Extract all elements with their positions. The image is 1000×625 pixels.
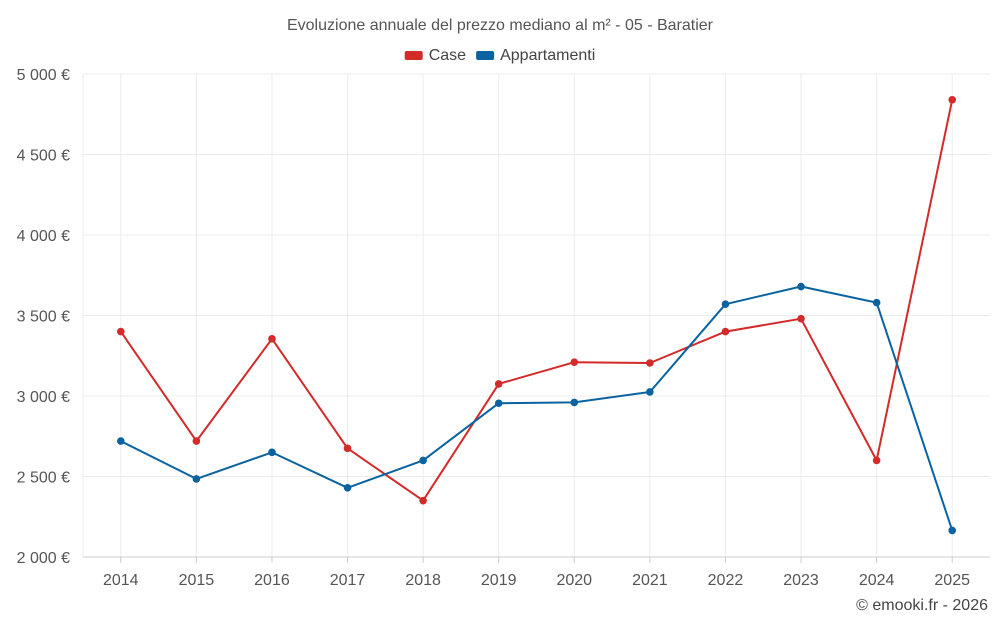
chart-title: Evoluzione annuale del prezzo mediano al…: [287, 17, 714, 34]
data-point-case[interactable]: [721, 327, 730, 336]
data-point-case[interactable]: [797, 314, 805, 323]
x-tick-label: 2022: [708, 572, 744, 589]
data-point-case[interactable]: [343, 444, 352, 453]
x-tick-label: 2016: [254, 572, 290, 589]
data-point-appartamenti[interactable]: [721, 300, 730, 309]
data-point-appartamenti[interactable]: [343, 483, 352, 492]
data-point-case[interactable]: [646, 359, 654, 367]
data-point-appartamenti[interactable]: [268, 448, 276, 457]
legend-swatch: [476, 51, 495, 60]
data-point-appartamenti[interactable]: [872, 298, 881, 307]
x-tick-label: 2021: [632, 572, 668, 589]
legend-label: Case: [429, 47, 466, 64]
data-point-case[interactable]: [268, 335, 276, 343]
legend-label: Appartamenti: [500, 47, 595, 64]
data-point-case[interactable]: [570, 358, 579, 366]
series-layer: [116, 95, 957, 535]
data-point-appartamenti[interactable]: [116, 437, 125, 445]
credit-text: © emooki.fr - 2026: [856, 597, 988, 614]
data-point-appartamenti[interactable]: [948, 526, 957, 535]
x-tick-label: 2017: [330, 572, 366, 589]
axes: 2 000 € 2 500 € 3 000 € 3 500 € 4 000 € 4 500…: [17, 67, 990, 589]
x-tick-label: 2023: [783, 572, 819, 589]
grid: [83, 73, 990, 557]
y-tick-label: 5 000 €: [17, 67, 70, 84]
series-line-appartamenti: [120, 285, 954, 531]
data-point-case[interactable]: [116, 327, 125, 336]
data-point-case[interactable]: [494, 380, 503, 388]
x-tick-label: 2019: [481, 572, 517, 589]
y-tick-label: 4 000 €: [17, 228, 70, 245]
y-tick-label: 2 500 €: [17, 470, 70, 487]
series-line-case: [119, 99, 954, 502]
data-point-case[interactable]: [872, 456, 881, 465]
legend-item-case[interactable]: Case: [404, 47, 466, 64]
x-tick-label: 2018: [405, 572, 441, 589]
data-point-appartamenti[interactable]: [570, 398, 579, 407]
x-tick-label: 2014: [103, 572, 139, 589]
data-point-appartamenti[interactable]: [646, 388, 654, 396]
y-tick-label: 3 500 €: [17, 309, 70, 326]
y-tick-label: 3 000 €: [17, 389, 70, 406]
data-point-case[interactable]: [948, 95, 957, 104]
legend-item-appartamenti[interactable]: Appartamenti: [476, 47, 595, 64]
data-point-appartamenti[interactable]: [797, 282, 805, 291]
x-tick-label: 2015: [179, 572, 215, 589]
data-point-appartamenti[interactable]: [494, 399, 503, 408]
data-point-case[interactable]: [419, 496, 427, 505]
y-tick-label: 2 000 €: [17, 550, 70, 567]
x-tick-label: 2024: [859, 572, 895, 589]
x-tick-label: 2020: [556, 572, 592, 589]
data-point-appartamenti[interactable]: [192, 475, 201, 483]
data-point-case[interactable]: [192, 437, 201, 445]
legend[interactable]: Case Appartamenti: [404, 47, 596, 64]
series-case: [116, 95, 957, 505]
y-tick-label: 4 500 €: [17, 148, 70, 165]
series-appartamenti: [116, 282, 957, 535]
x-tick-label: 2025: [934, 572, 970, 589]
data-point-appartamenti[interactable]: [419, 456, 427, 465]
legend-swatch: [404, 51, 423, 60]
